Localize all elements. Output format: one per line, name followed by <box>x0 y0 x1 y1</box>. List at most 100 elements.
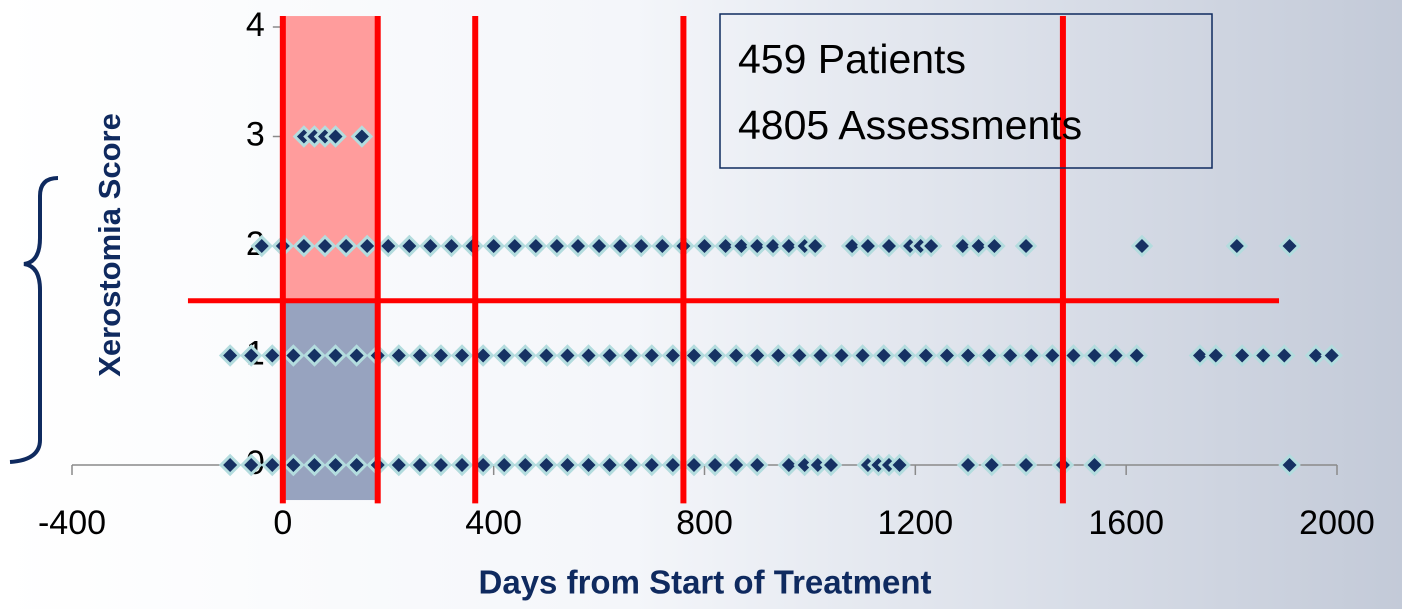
data-point <box>714 234 737 258</box>
x-tick-label: -400 <box>38 504 106 542</box>
data-point <box>482 234 505 258</box>
data-point <box>261 344 284 367</box>
data-point <box>682 344 706 367</box>
data-point <box>577 344 600 367</box>
data-point <box>598 453 621 477</box>
data-point <box>450 453 474 477</box>
data-point <box>303 344 326 367</box>
data-point <box>724 453 748 477</box>
x-tick-label: 1600 <box>1088 504 1164 542</box>
data-point <box>914 344 938 367</box>
data-point <box>566 234 590 258</box>
data-point <box>1125 344 1148 367</box>
data-point <box>334 234 358 258</box>
data-point <box>1014 453 1038 477</box>
data-point <box>471 453 495 477</box>
data-point <box>218 453 242 477</box>
data-point <box>777 453 801 477</box>
data-point <box>239 344 263 367</box>
data-point <box>661 453 685 477</box>
data-point <box>608 234 632 258</box>
data-point <box>429 344 453 367</box>
data-point <box>282 453 305 477</box>
data-point <box>1304 344 1328 367</box>
data-point <box>218 344 242 367</box>
data-point <box>619 344 642 367</box>
data-point <box>977 344 1001 367</box>
data-point <box>345 453 368 477</box>
x-tick-label: 0 <box>273 504 292 542</box>
data-point <box>514 344 537 367</box>
data-point <box>587 234 611 258</box>
data-point <box>387 344 411 367</box>
data-point <box>535 344 558 367</box>
data-point <box>1020 344 1043 367</box>
data-point <box>745 234 769 258</box>
data-point <box>313 234 337 258</box>
data-point <box>492 453 516 477</box>
data-point <box>851 344 874 367</box>
data-point <box>503 234 526 258</box>
data-point <box>282 344 305 367</box>
x-axis-title: Days from Start of Treatment <box>479 564 932 601</box>
data-point <box>524 234 548 258</box>
annotation-text: 459 Patients <box>738 36 966 82</box>
data-point <box>1204 344 1228 367</box>
data-point <box>761 234 785 258</box>
x-tick-label: 800 <box>676 504 733 542</box>
data-point <box>1062 344 1085 367</box>
data-point <box>956 453 980 477</box>
data-point <box>324 344 347 367</box>
data-point <box>809 344 832 367</box>
data-point <box>1320 344 1343 367</box>
data-point <box>877 234 901 258</box>
data-point <box>250 234 273 258</box>
data-point <box>893 344 917 367</box>
x-tick-label: 2000 <box>1299 504 1375 542</box>
data-point <box>682 453 706 477</box>
data-point <box>819 453 843 477</box>
annotation-text: 4805 Assessments <box>738 102 1082 148</box>
data-point <box>856 234 880 258</box>
data-point <box>980 453 1004 477</box>
data-point <box>577 453 600 477</box>
data-point <box>1278 234 1301 258</box>
y-tick-label: 4 <box>246 6 265 44</box>
x-tick-label: 1200 <box>878 504 954 542</box>
data-point <box>724 344 748 367</box>
data-point <box>598 344 621 367</box>
data-point <box>619 453 642 477</box>
data-point <box>492 344 516 367</box>
data-point <box>830 344 853 367</box>
data-point <box>1273 344 1296 367</box>
data-point <box>1230 344 1254 367</box>
data-point <box>693 234 716 258</box>
data-point <box>1083 344 1106 367</box>
data-point <box>888 453 911 477</box>
data-point <box>983 234 1006 258</box>
data-point <box>408 344 432 367</box>
data-point <box>261 453 284 477</box>
data-point <box>514 453 537 477</box>
y-tick-label: 3 <box>246 115 265 153</box>
data-point <box>1083 453 1106 477</box>
data-point <box>967 234 990 258</box>
data-point <box>292 234 316 258</box>
data-point <box>355 234 379 258</box>
x-tick-label: 400 <box>465 504 522 542</box>
data-point <box>545 234 569 258</box>
annotation-box <box>719 13 1213 169</box>
data-point <box>398 234 421 258</box>
data-point <box>640 453 664 477</box>
data-point <box>919 234 943 258</box>
data-point <box>661 344 685 367</box>
data-point <box>767 344 790 367</box>
data-point <box>345 344 368 367</box>
data-point <box>556 453 579 477</box>
data-point <box>745 344 769 367</box>
data-point <box>703 453 727 477</box>
data-point <box>730 234 753 258</box>
data-point <box>1278 453 1301 477</box>
data-point <box>471 344 495 367</box>
